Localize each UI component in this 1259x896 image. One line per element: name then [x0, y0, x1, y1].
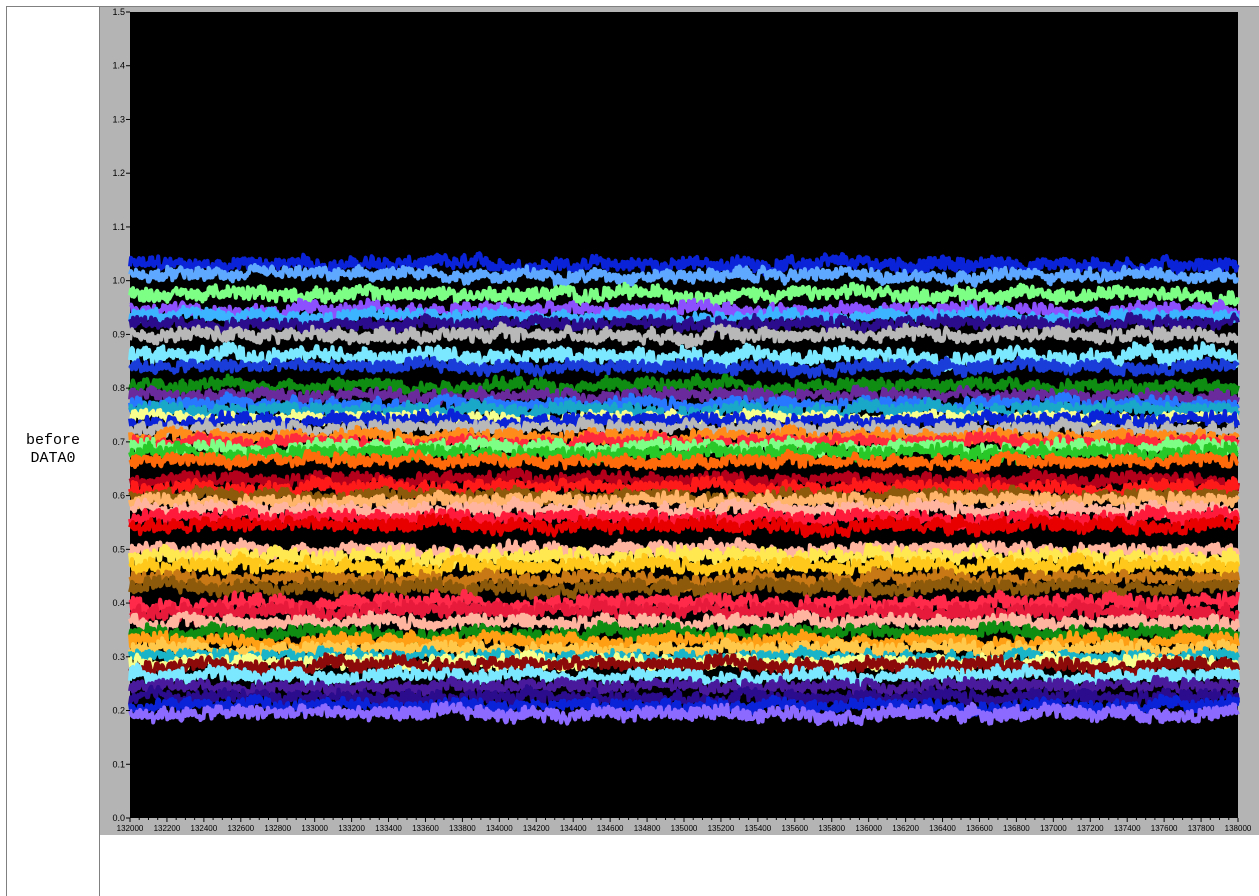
y-tick-label-2: 0.2: [112, 706, 125, 716]
series-line-32: [128, 574, 1240, 601]
x-tick-label-4: 132800: [264, 824, 291, 833]
series-line-43: [128, 674, 1240, 699]
y-tick-label-6: 0.6: [112, 491, 125, 501]
x-tick-label-2: 132400: [191, 824, 218, 833]
series-line-1: [128, 263, 1240, 289]
x-tick-label-29: 137800: [1188, 824, 1215, 833]
x-tick-label-12: 134400: [560, 824, 587, 833]
y-tick-label-14: 1.4: [112, 61, 125, 71]
axis-layer: 0.0 0.1 0.2 0.3 0.4 0.5 0.6 0.7 0.8 0.9 1.0 1.1 1.2 1…: [112, 7, 1251, 833]
x-tick-label-8: 133600: [412, 824, 439, 833]
x-tick-label-23: 136600: [966, 824, 993, 833]
series-line-8: [128, 355, 1240, 379]
series-line-20: [128, 448, 1239, 474]
x-tick-label-15: 135000: [671, 824, 698, 833]
y-tick-label-13: 1.3: [112, 114, 125, 124]
x-tick-label-9: 133800: [449, 824, 476, 833]
series-line-5: [128, 312, 1240, 336]
series-line-3: [129, 297, 1240, 324]
x-tick-label-22: 136400: [929, 824, 956, 833]
x-tick-label-28: 137600: [1151, 824, 1178, 833]
y-tick-label-11: 1.1: [112, 222, 125, 232]
y-tick-label-0: 0.0: [112, 813, 125, 823]
y-tick-label-4: 0.4: [112, 598, 125, 608]
x-tick-label-11: 134200: [523, 824, 550, 833]
series-layer: [128, 251, 1240, 727]
series-line-9: [128, 373, 1240, 399]
row-label-line1: before: [25, 432, 80, 449]
series-line-7: [128, 341, 1240, 372]
series-line-12: [128, 397, 1240, 424]
y-tick-label-10: 1.0: [112, 276, 125, 286]
y-tick-label-3: 0.3: [112, 652, 125, 662]
y-tick-label-5: 0.5: [112, 544, 125, 554]
series-line-15: [128, 416, 1240, 441]
series-line-27: [128, 512, 1240, 539]
row-label-line2: DATA0: [30, 450, 76, 467]
series-line-30: [128, 551, 1240, 582]
table-border-top: [6, 6, 1259, 7]
series-line-46: [128, 700, 1240, 727]
x-tick-label-19: 135800: [818, 824, 845, 833]
series-line-14: [128, 407, 1240, 434]
y-tick-label-1: 0.1: [112, 759, 125, 769]
y-tick-label-15: 1.5: [112, 7, 125, 17]
x-tick-label-26: 137200: [1077, 824, 1104, 833]
series-line-44: [128, 684, 1240, 712]
series-line-19: [128, 440, 1239, 466]
x-tick-label-18: 135600: [781, 824, 808, 833]
y-tick-label-7: 0.7: [112, 437, 125, 447]
x-tick-label-3: 132600: [227, 824, 254, 833]
waveform-chart: 0.0 0.1 0.2 0.3 0.4 0.5 0.6 0.7 0.8 0.9 1.0 1.1 1.2 1…: [100, 7, 1259, 835]
x-tick-label-21: 136200: [892, 824, 919, 833]
x-tick-label-25: 137000: [1040, 824, 1067, 833]
series-line-41: [128, 652, 1240, 678]
x-tick-label-5: 133000: [301, 824, 328, 833]
table-border-left: [6, 6, 7, 896]
row-label: before DATA0: [8, 432, 98, 468]
x-tick-label-27: 137400: [1114, 824, 1141, 833]
x-tick-label-16: 135200: [708, 824, 735, 833]
series-line-10: [128, 384, 1240, 409]
x-tick-label-17: 135400: [745, 824, 772, 833]
series-line-6: [128, 321, 1240, 349]
x-tick-label-1: 132200: [154, 824, 181, 833]
y-tick-label-9: 0.9: [112, 329, 125, 339]
series-line-34: [129, 597, 1240, 626]
x-tick-label-30: 138000: [1225, 824, 1252, 833]
y-tick-label-8: 0.8: [112, 383, 125, 393]
x-tick-label-14: 134800: [634, 824, 661, 833]
x-tick-label-7: 133400: [375, 824, 402, 833]
x-tick-label-0: 132000: [117, 824, 144, 833]
y-tick-label-12: 1.2: [112, 168, 125, 178]
x-tick-label-13: 134600: [597, 824, 624, 833]
x-tick-label-6: 133200: [338, 824, 365, 833]
x-tick-label-24: 136800: [1003, 824, 1030, 833]
x-tick-label-20: 136000: [855, 824, 882, 833]
x-tick-label-10: 134000: [486, 824, 513, 833]
column-divider: [99, 6, 100, 896]
